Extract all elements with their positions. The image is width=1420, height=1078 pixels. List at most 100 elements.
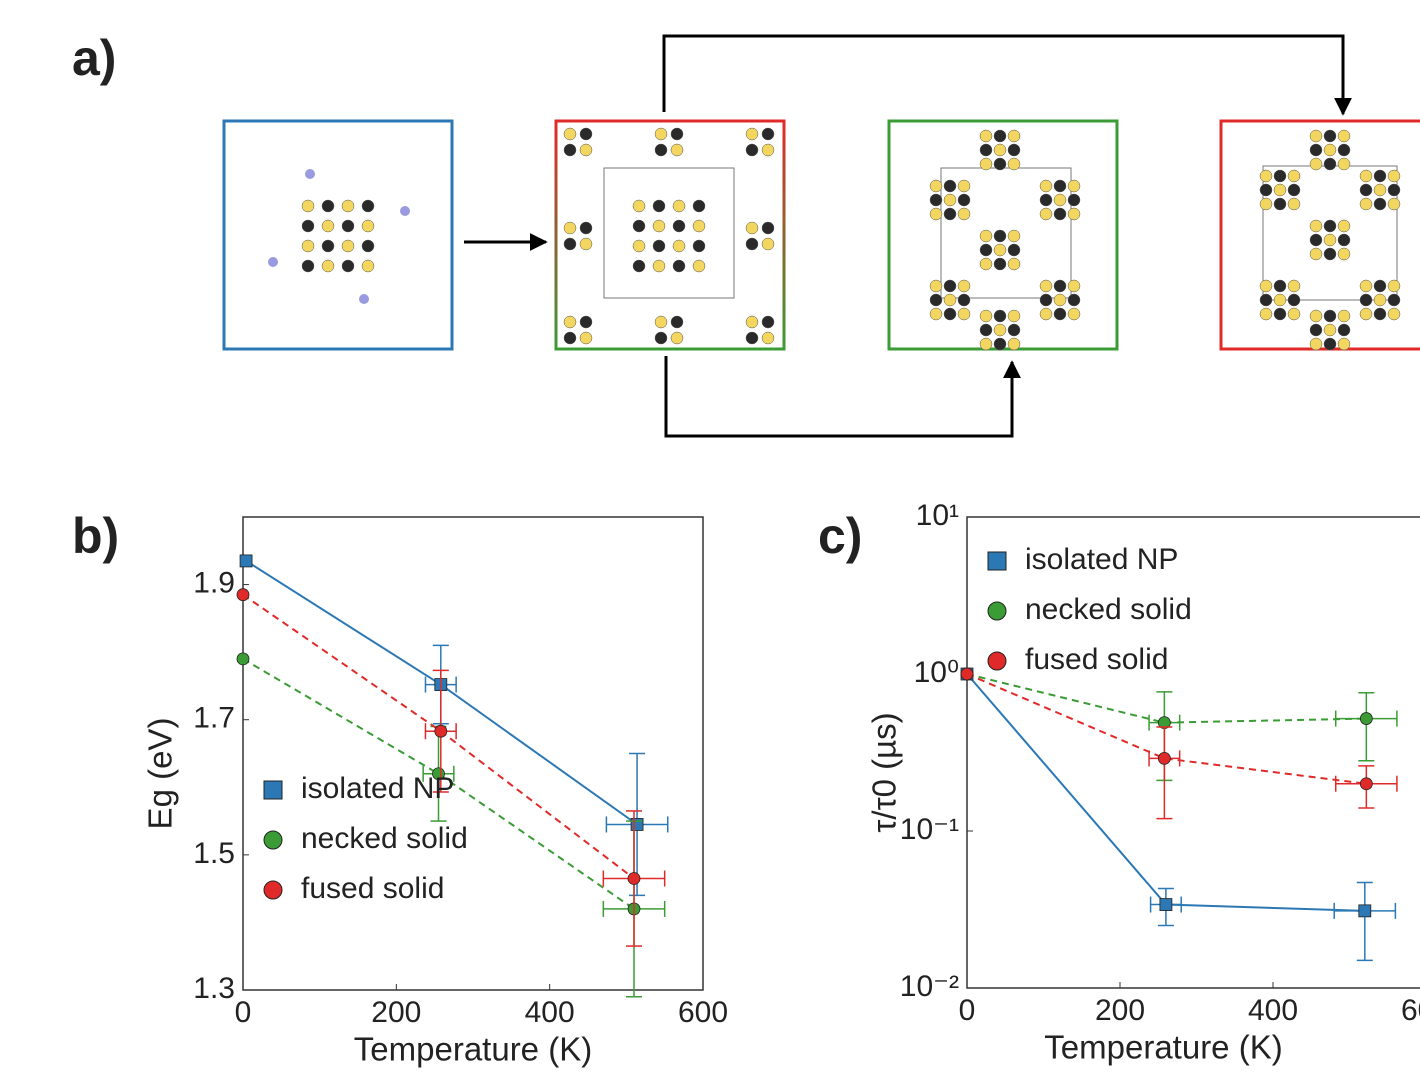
atom	[762, 128, 774, 140]
atom	[762, 316, 774, 328]
atom	[944, 180, 956, 192]
atom	[1068, 208, 1080, 220]
atom	[1310, 234, 1322, 246]
atom	[580, 222, 592, 234]
atom	[944, 280, 956, 292]
atom	[1274, 170, 1286, 182]
atom	[746, 128, 758, 140]
marker	[1158, 752, 1170, 764]
atom	[1054, 294, 1066, 306]
marker	[1359, 905, 1371, 917]
atom	[1008, 324, 1020, 336]
atom	[1360, 308, 1372, 320]
atom	[671, 316, 683, 328]
atom	[302, 200, 314, 212]
arrow	[664, 36, 1343, 114]
atom	[673, 240, 685, 252]
atom	[1288, 198, 1300, 210]
atom	[564, 316, 576, 328]
atom	[746, 222, 758, 234]
atom	[1324, 324, 1336, 336]
legend-label: necked solid	[1025, 593, 1192, 626]
atom	[930, 294, 942, 306]
atom	[1260, 280, 1272, 292]
atom	[1324, 338, 1336, 350]
y-tick-label: 1.5	[193, 837, 235, 870]
atom	[1338, 310, 1350, 322]
atom	[1288, 308, 1300, 320]
atom	[1008, 310, 1020, 322]
series-line	[967, 674, 1365, 911]
atom	[1040, 280, 1052, 292]
x-tick-label: 400	[525, 996, 575, 1029]
atom	[580, 316, 592, 328]
atom	[1068, 308, 1080, 320]
atom	[958, 194, 970, 206]
atom	[980, 130, 992, 142]
atom	[762, 332, 774, 344]
atom	[1274, 184, 1286, 196]
legend-marker	[988, 602, 1006, 620]
atom	[1288, 294, 1300, 306]
atom	[1338, 234, 1350, 246]
atom	[400, 206, 410, 216]
atom	[958, 180, 970, 192]
x-tick-label: 0	[235, 996, 252, 1029]
atom	[302, 260, 314, 272]
atom	[980, 158, 992, 170]
y-tick-label: 1.3	[193, 972, 235, 1005]
atom	[302, 240, 314, 252]
atom	[1360, 184, 1372, 196]
atom	[362, 220, 374, 232]
atom	[1324, 310, 1336, 322]
atom	[930, 194, 942, 206]
atom	[305, 169, 315, 179]
legend-marker	[264, 831, 282, 849]
atom	[1360, 294, 1372, 306]
x-axis-label: Temperature (K)	[354, 1031, 592, 1068]
atom	[1338, 158, 1350, 170]
atom	[1260, 184, 1272, 196]
atom	[980, 338, 992, 350]
atom	[633, 200, 645, 212]
atom	[1008, 230, 1020, 242]
atom	[671, 128, 683, 140]
atom	[930, 208, 942, 220]
marker	[1160, 899, 1172, 911]
atom	[1360, 170, 1372, 182]
atom	[359, 294, 369, 304]
x-tick-label: 600	[1401, 994, 1420, 1027]
atom	[994, 310, 1006, 322]
atom	[930, 280, 942, 292]
atom	[1388, 308, 1400, 320]
atom	[1374, 198, 1386, 210]
atom	[322, 260, 334, 272]
atom	[958, 308, 970, 320]
atom	[1274, 280, 1286, 292]
atom	[980, 244, 992, 256]
atom	[693, 240, 705, 252]
atom	[1388, 198, 1400, 210]
x-axis-label: Temperature (K)	[1044, 1029, 1282, 1066]
atom	[1068, 294, 1080, 306]
atom	[1274, 294, 1286, 306]
legend-label: isolated NP	[1025, 543, 1178, 576]
atom	[994, 244, 1006, 256]
series-line	[967, 674, 1366, 784]
atom	[746, 316, 758, 328]
atom	[564, 144, 576, 156]
atom	[944, 294, 956, 306]
atom	[1324, 130, 1336, 142]
atom	[655, 128, 667, 140]
marker	[435, 725, 447, 737]
y-tick-label: 1.9	[193, 566, 235, 599]
atom	[1288, 170, 1300, 182]
atom	[944, 308, 956, 320]
atom	[580, 144, 592, 156]
atom	[671, 144, 683, 156]
atom	[580, 238, 592, 250]
atom	[980, 230, 992, 242]
legend-marker	[264, 781, 282, 799]
atom	[655, 332, 667, 344]
atom	[1374, 294, 1386, 306]
